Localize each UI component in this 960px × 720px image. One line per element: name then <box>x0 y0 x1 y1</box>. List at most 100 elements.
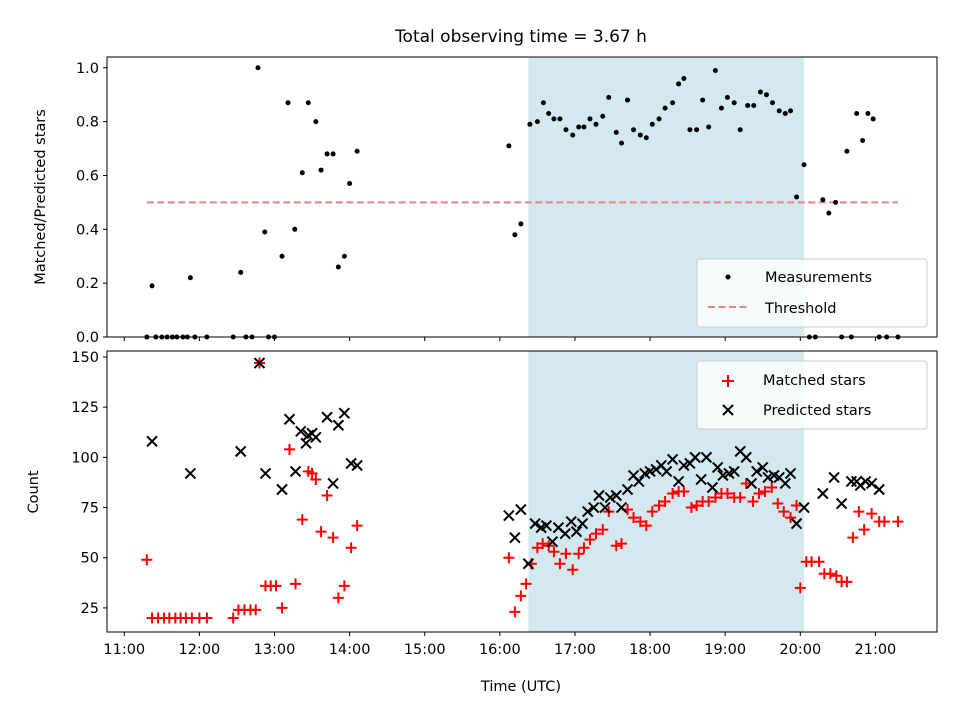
measurement-point <box>563 127 569 133</box>
predicted-stars-point <box>582 505 594 518</box>
measurement-point <box>335 264 341 270</box>
bottom-ylabel: Count <box>26 470 42 513</box>
measurement-point <box>318 167 324 173</box>
measurement-point <box>844 148 850 154</box>
predicted-stars-point <box>700 451 713 464</box>
measurement-point <box>292 226 298 232</box>
matched-stars-point <box>813 556 825 568</box>
predicted-stars-point <box>509 531 521 544</box>
measurement-point <box>341 253 347 259</box>
x-tick-label: 15:00 <box>404 642 446 658</box>
measurement-point <box>313 119 319 125</box>
x-tick-label: 13:00 <box>254 642 296 658</box>
matched-stars-point <box>616 538 628 550</box>
y-tick-label: 75 <box>81 501 99 517</box>
measurement-point <box>534 119 540 125</box>
measurement-point <box>324 151 330 157</box>
matched-stars-point <box>590 528 602 540</box>
measurement-point <box>581 124 587 130</box>
measurement-point <box>681 76 687 82</box>
matched-stars-point <box>503 552 515 564</box>
measurement-point <box>649 121 655 127</box>
measurement-point <box>540 100 546 106</box>
matched-stars-point <box>584 534 596 546</box>
x-tick-label: 21:00 <box>855 642 897 658</box>
matched-stars-point <box>573 548 585 560</box>
legend-marker-predicted <box>722 404 734 416</box>
matched-stars-point <box>520 578 532 590</box>
matched-stars-point <box>853 506 865 518</box>
bottom-legend: Matched stars Predicted stars <box>696 360 928 430</box>
measurement-point <box>718 105 724 111</box>
x-tick-label: 20:00 <box>779 642 821 658</box>
top-panel: Matched/Predicted stars 0.0 0.2 0.4 0.6 0.8 1… <box>33 56 938 346</box>
measurement-point <box>870 116 876 122</box>
measurement-point <box>637 132 643 138</box>
matched-stars-point <box>537 538 549 550</box>
legend-label-matched: Matched stars <box>763 373 866 389</box>
measurement-point <box>299 170 305 176</box>
predicted-stars-point <box>253 357 266 369</box>
predicted-stars-point <box>338 407 351 419</box>
predicted-stars-point <box>711 461 724 474</box>
matched-stars-point <box>791 500 803 512</box>
matched-stars-point <box>740 477 752 489</box>
x-tick-label: 17:00 <box>554 642 596 658</box>
measurement-point <box>506 143 512 149</box>
matched-stars-point <box>685 502 697 514</box>
predicted-stars-point <box>689 451 701 464</box>
measurement-point <box>656 116 662 122</box>
predicted-stars-point <box>599 501 611 514</box>
figure-title: Total observing time = 3.67 h <box>394 27 647 47</box>
measurement-point <box>712 67 718 73</box>
matched-stars-point <box>315 526 327 538</box>
measurement-point <box>745 102 751 108</box>
measurement-point <box>788 108 794 114</box>
measurement-point <box>731 100 737 106</box>
predicted-stars-point <box>728 465 740 478</box>
matched-stars-point <box>276 602 288 614</box>
measurement-point <box>737 127 743 133</box>
x-tick-label: 14:00 <box>329 642 371 658</box>
matched-stars-point <box>567 564 579 576</box>
predicted-stars-point <box>570 525 583 538</box>
predicted-stars-point <box>321 411 333 423</box>
measurement-point <box>670 100 676 106</box>
measurement-point <box>757 89 763 95</box>
predicted-stars-point <box>576 517 589 530</box>
matched-stars-point <box>753 488 765 500</box>
matched-stars-point <box>824 568 836 580</box>
y-tick-label: 150 <box>71 350 99 366</box>
legend-marker-matched <box>722 375 734 387</box>
matched-stars-point <box>345 542 357 554</box>
measurement-point <box>763 92 769 98</box>
matched-stars-point <box>703 496 715 508</box>
matched-stars-point <box>659 496 671 508</box>
measurement-point <box>354 148 360 154</box>
measurement-point <box>676 81 682 87</box>
y-tick-label: 0.0 <box>76 330 99 346</box>
predicted-stars-point <box>146 435 158 448</box>
predicted-stars-point <box>666 453 679 466</box>
top-legend-box <box>696 258 928 328</box>
measurement-point <box>833 199 839 205</box>
measurement-point <box>860 137 866 143</box>
measurement-point <box>865 111 871 117</box>
x-tick-label: 18:00 <box>629 642 671 658</box>
measurement-point <box>305 100 311 106</box>
measurement-point <box>706 124 712 130</box>
matched-stars-point <box>634 516 646 528</box>
predicted-stars-point <box>289 465 302 478</box>
matched-stars-point <box>515 590 527 602</box>
x-tick-label: 16:00 <box>479 642 521 658</box>
measurement-point <box>662 105 668 111</box>
predicted-stars-point <box>300 437 312 450</box>
y-tick-label: 125 <box>71 400 99 416</box>
measurement-point <box>593 121 599 127</box>
x-tick-label: 12:00 <box>178 642 220 658</box>
predicted-stars-point <box>633 475 645 488</box>
matched-stars-point <box>201 612 213 624</box>
predicted-stars-point <box>565 515 577 528</box>
matched-stars-point <box>332 592 344 604</box>
measurement-point <box>694 127 700 133</box>
